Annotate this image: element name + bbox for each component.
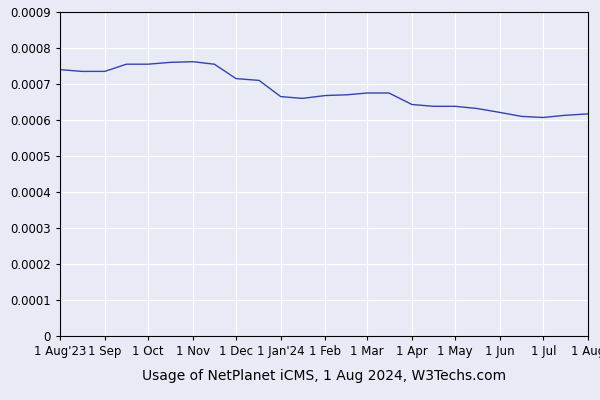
X-axis label: Usage of NetPlanet iCMS, 1 Aug 2024, W3Techs.com: Usage of NetPlanet iCMS, 1 Aug 2024, W3T… [142, 369, 506, 383]
